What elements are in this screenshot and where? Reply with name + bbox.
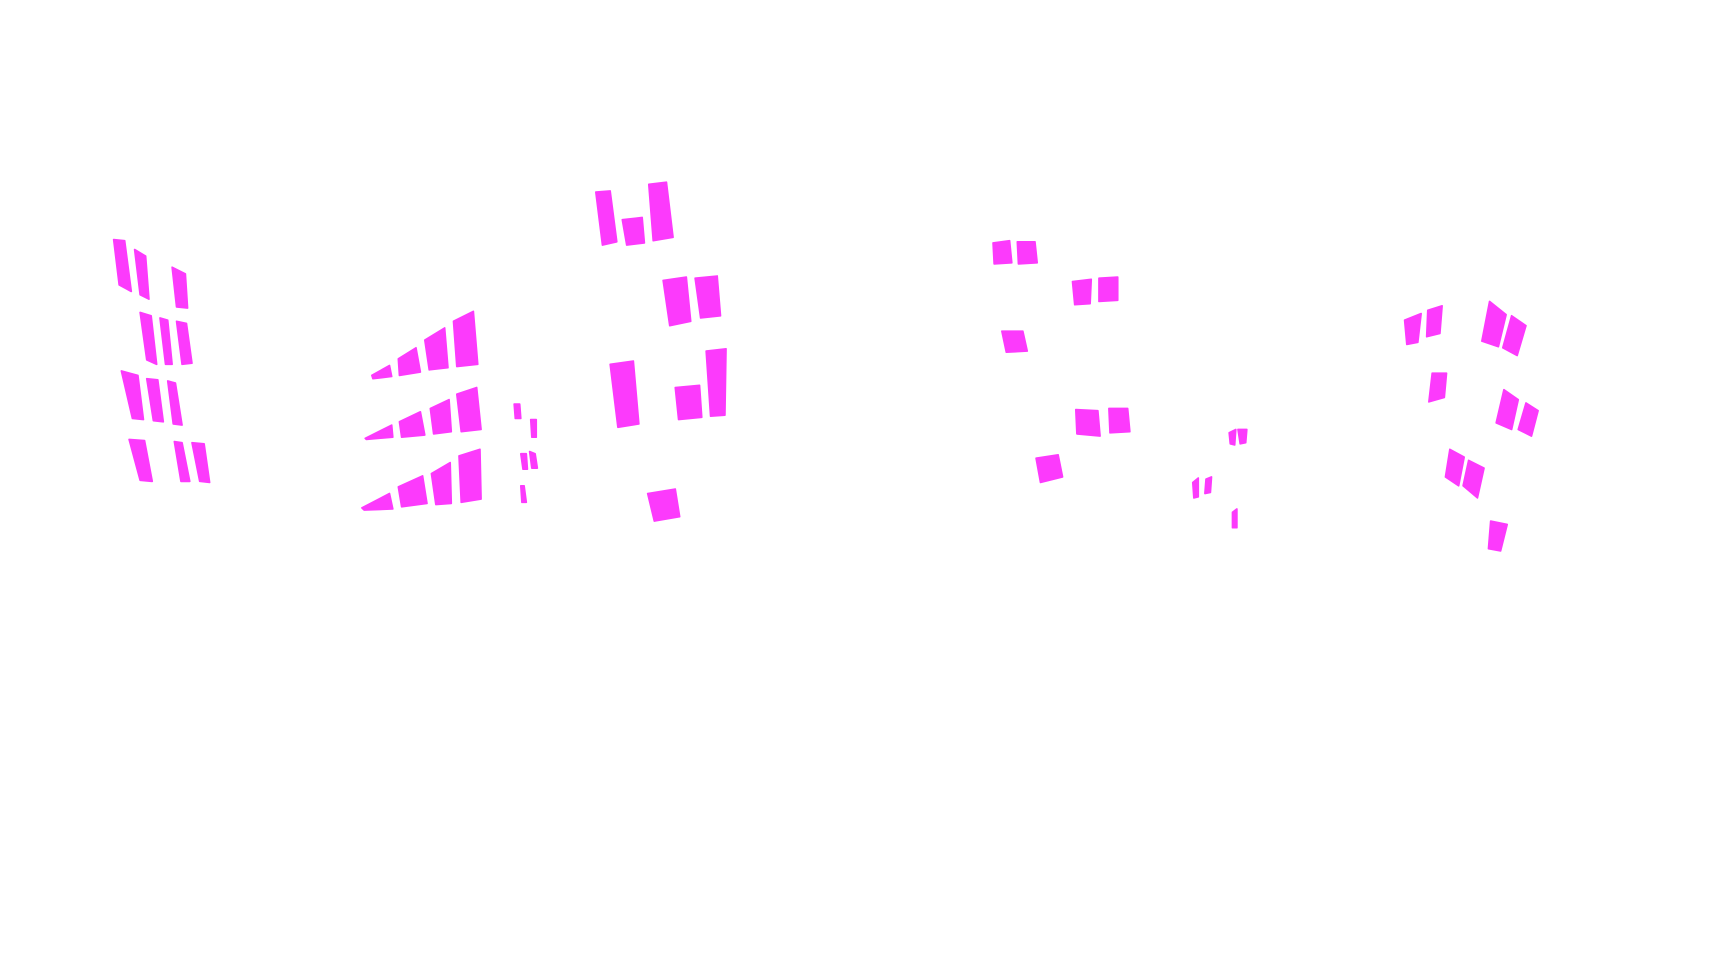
- window-mask-region: [1231, 508, 1238, 529]
- window-mask-region: [513, 403, 522, 420]
- window-mask-region: [1191, 477, 1200, 499]
- window-mask-region: [1228, 428, 1237, 446]
- window-mask-region: [145, 377, 165, 423]
- window-mask-region: [133, 248, 150, 301]
- window-mask-region: [1098, 276, 1119, 303]
- window-mask-region: [621, 216, 646, 246]
- window-mask-region: [1428, 372, 1448, 403]
- window-mask-region: [398, 410, 426, 439]
- window-mask-region: [1204, 476, 1213, 495]
- window-mask-region: [1495, 388, 1520, 431]
- window-mask-region: [191, 441, 211, 484]
- window-mask-region: [1035, 454, 1064, 484]
- window-mask-region: [128, 438, 154, 483]
- window-mask-region: [1425, 304, 1443, 338]
- window-mask-region: [423, 327, 449, 371]
- window-mask-region: [1487, 520, 1509, 552]
- window-mask-region: [519, 484, 528, 504]
- window-mask-region: [1001, 330, 1029, 354]
- window-mask-region: [361, 492, 394, 511]
- window-mask-region: [529, 418, 538, 439]
- window-mask-region: [1074, 408, 1101, 437]
- window-mask-region: [430, 461, 453, 506]
- window-mask-region: [397, 475, 428, 508]
- window-mask-region: [674, 384, 703, 421]
- window-mask-region: [1444, 448, 1466, 487]
- window-mask-region: [1462, 459, 1485, 499]
- window-mask-region: [528, 450, 539, 469]
- window-mask-region: [594, 190, 618, 246]
- window-mask-region: [647, 181, 674, 242]
- window-mask-region: [519, 452, 529, 471]
- window-mask-region: [371, 364, 393, 380]
- window-mask-region: [455, 386, 482, 433]
- window-mask-region: [1016, 240, 1039, 265]
- window-mask-region: [159, 317, 173, 366]
- window-mask-region: [1501, 314, 1527, 357]
- window-mask-region: [429, 398, 453, 435]
- window-mask-region: [175, 320, 193, 366]
- window-mask-region: [397, 346, 422, 377]
- window-mask-region: [171, 266, 189, 309]
- window-regions: [112, 181, 1539, 552]
- window-mask-region: [1237, 428, 1248, 445]
- window-mask-region: [452, 310, 479, 368]
- window-mask-region: [662, 276, 692, 327]
- window-mask-region: [1517, 402, 1539, 437]
- window-mask-region: [166, 380, 183, 426]
- window-mask-region: [1403, 312, 1422, 346]
- window-mask-region: [609, 360, 640, 429]
- window-mask-region: [120, 370, 145, 421]
- window-mask-region: [992, 239, 1013, 265]
- window-mask-region: [364, 424, 394, 441]
- window-mask-region: [139, 311, 158, 366]
- window-mask-region: [458, 448, 482, 504]
- window-mask-region: [1071, 278, 1093, 306]
- window-mask-region: [1108, 407, 1131, 434]
- window-mask-region: [646, 488, 681, 522]
- window-mask-region: [173, 440, 191, 483]
- window-mask-region: [1481, 300, 1507, 348]
- window-mask-region: [705, 348, 727, 418]
- window-mask-region: [112, 238, 133, 293]
- window-mask-region: [694, 275, 722, 319]
